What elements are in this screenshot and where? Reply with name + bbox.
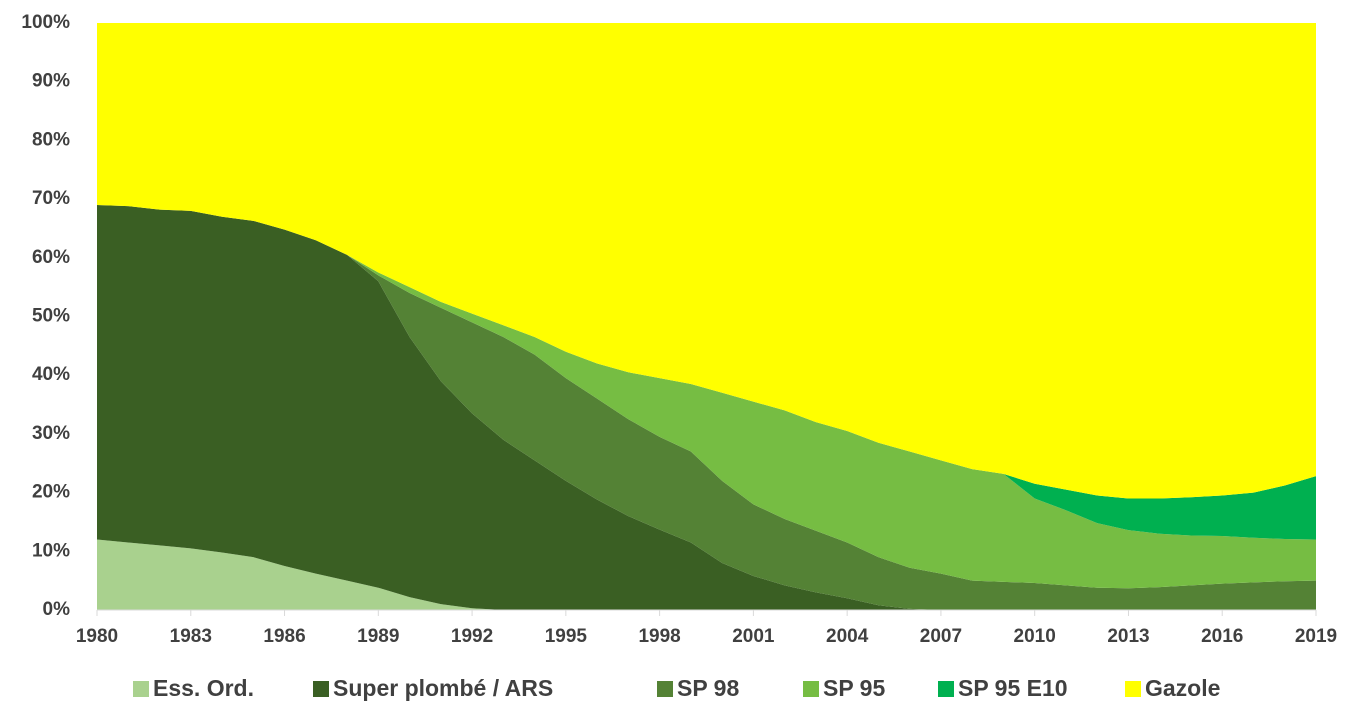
legend-swatch [803, 681, 819, 697]
legend-swatch [1125, 681, 1141, 697]
y-tick-label: 0% [43, 599, 71, 620]
x-tick-label: 2016 [1201, 626, 1243, 647]
area [97, 204, 1316, 610]
area [97, 204, 1316, 610]
legend-label: SP 98 [677, 675, 739, 701]
area [97, 23, 1316, 499]
x-tick-label: 1983 [170, 626, 212, 647]
x-tick-label: 1995 [545, 626, 588, 647]
area [97, 204, 1316, 540]
y-tick-label: 100% [21, 12, 70, 33]
legend-label: SP 95 [823, 675, 885, 701]
x-tick-label: 1989 [357, 626, 399, 647]
legend-swatch [133, 681, 149, 697]
y-tick-label: 30% [32, 423, 70, 444]
x-tick-label: 1998 [638, 626, 680, 647]
area [97, 539, 1316, 610]
x-tick-label: 2001 [732, 626, 775, 647]
x-tick-label: 2010 [1014, 626, 1056, 647]
y-tick-label: 60% [32, 247, 70, 268]
y-tick-label: 10% [32, 540, 70, 561]
x-tick-label: 1986 [263, 626, 305, 647]
legend-swatch [313, 681, 329, 697]
x-tick-label: 2007 [920, 626, 962, 647]
area [97, 204, 1316, 589]
x-tick-label: 1980 [76, 626, 118, 647]
legend-swatch [938, 681, 954, 697]
y-tick-label: 70% [32, 188, 70, 209]
legend-swatch [657, 681, 673, 697]
legend-label: Ess. Ord. [153, 675, 254, 701]
y-tick-label: 90% [32, 71, 70, 92]
x-tick-label: 2004 [826, 626, 869, 647]
y-tick-label: 40% [32, 364, 70, 385]
legend-label: Gazole [1145, 675, 1220, 701]
legend-label: Super plombé / ARS [333, 675, 553, 701]
x-tick-label: 2019 [1295, 626, 1337, 647]
y-tick-label: 80% [32, 129, 70, 150]
legend-label: SP 95 E10 [958, 675, 1068, 701]
y-tick-label: 20% [32, 482, 70, 503]
y-tick-label: 50% [32, 306, 70, 327]
x-tick-label: 2013 [1107, 626, 1149, 647]
x-tick-label: 1992 [451, 626, 493, 647]
